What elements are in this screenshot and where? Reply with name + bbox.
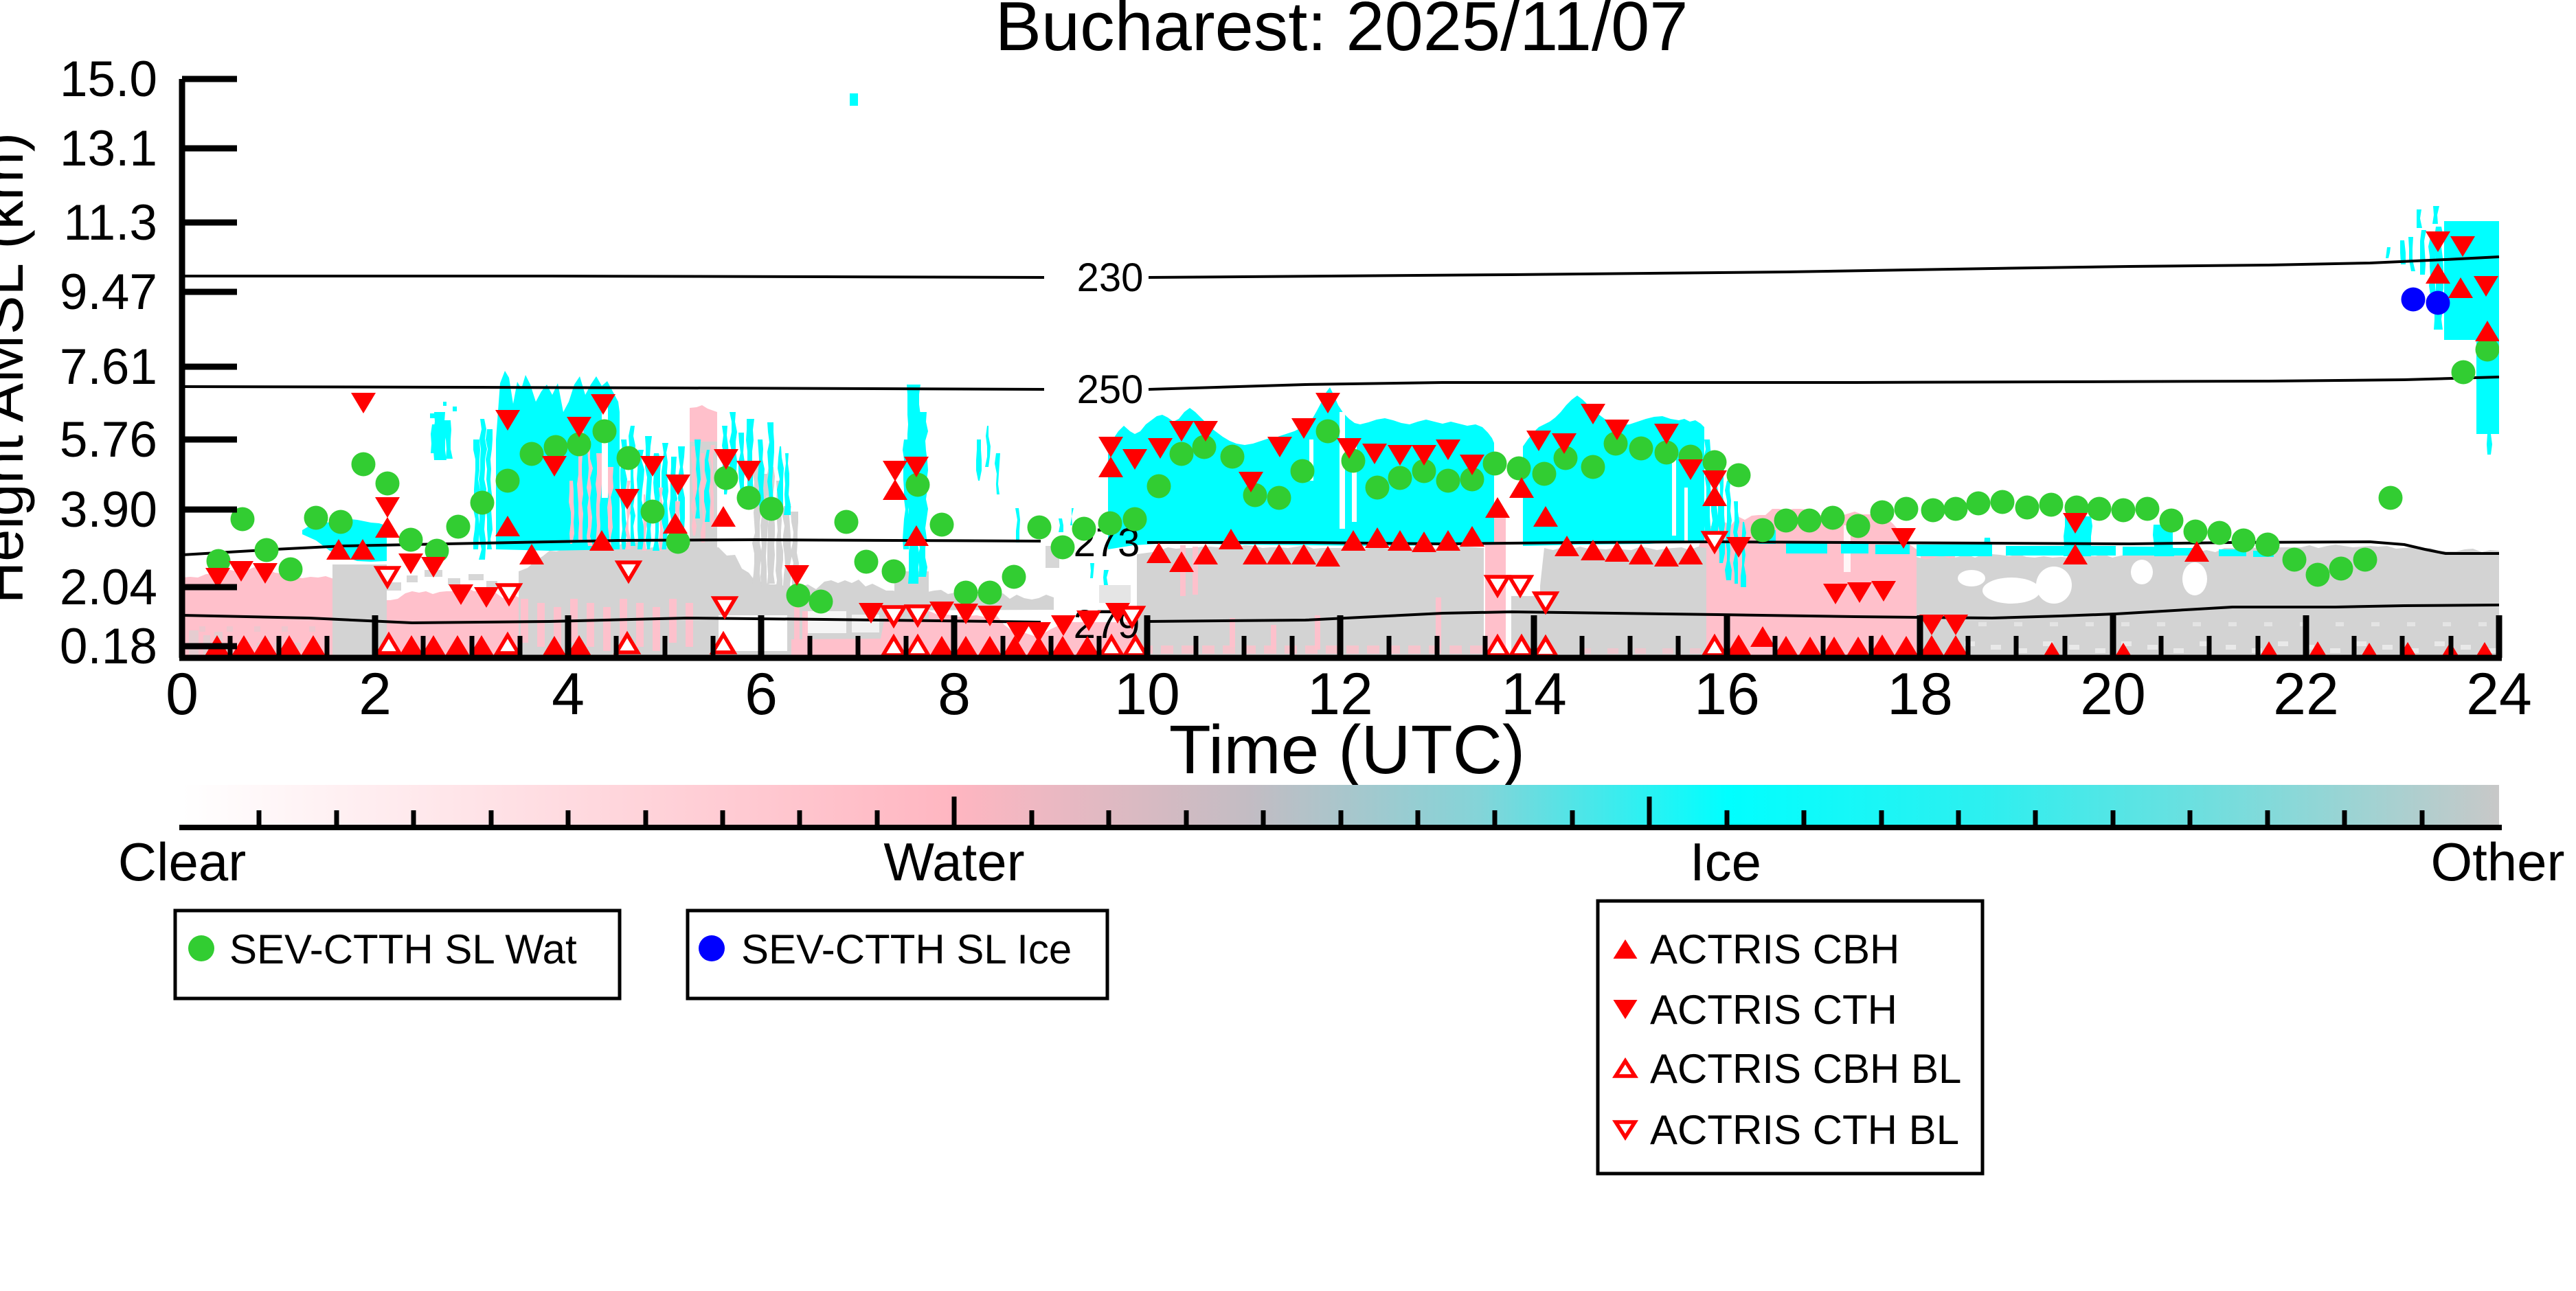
svg-text:14: 14	[1501, 661, 1567, 727]
svg-text:24: 24	[2466, 661, 2532, 727]
svg-text:Time (UTC): Time (UTC)	[1169, 711, 1525, 788]
svg-text:20: 20	[2080, 661, 2146, 727]
svg-text:0: 0	[166, 661, 199, 727]
svg-text:ACTRIS CBH: ACTRIS CBH	[1650, 926, 1899, 972]
svg-text:Ice: Ice	[1690, 832, 1761, 892]
svg-text:3.90: 3.90	[60, 482, 157, 538]
svg-text:ACTRIS CBH BL: ACTRIS CBH BL	[1650, 1046, 1961, 1092]
svg-text:8: 8	[938, 661, 971, 727]
svg-text:18: 18	[1887, 661, 1953, 727]
svg-text:230: 230	[1077, 255, 1144, 300]
svg-text:ACTRIS CTH: ACTRIS CTH	[1650, 987, 1897, 1033]
svg-text:Clear: Clear	[118, 832, 246, 892]
svg-text:6: 6	[745, 661, 778, 727]
svg-text:Other: Other	[2430, 832, 2564, 892]
svg-text:16: 16	[1694, 661, 1760, 727]
svg-text:11.3: 11.3	[63, 195, 157, 251]
svg-text:2: 2	[359, 661, 392, 727]
svg-text:Bucharest: 2025/11/07: Bucharest: 2025/11/07	[995, 0, 1688, 65]
svg-text:9.47: 9.47	[60, 264, 157, 320]
svg-text:12: 12	[1307, 661, 1373, 727]
svg-text:7.61: 7.61	[60, 339, 157, 395]
svg-text:22: 22	[2273, 661, 2339, 727]
svg-text:Water: Water	[883, 832, 1024, 892]
svg-text:SEV-CTTH SL Wat: SEV-CTTH SL Wat	[229, 926, 577, 972]
svg-text:5.76: 5.76	[60, 412, 157, 468]
svg-text:SEV-CTTH SL Ice: SEV-CTTH SL Ice	[741, 926, 1072, 972]
svg-text:13.1: 13.1	[60, 121, 157, 176]
svg-text:0.18: 0.18	[60, 619, 157, 674]
svg-text:ACTRIS CTH BL: ACTRIS CTH BL	[1650, 1107, 1959, 1153]
svg-text:2.04: 2.04	[60, 560, 157, 615]
svg-text:250: 250	[1077, 367, 1144, 412]
svg-text:4: 4	[552, 661, 585, 727]
svg-text:Height AMSL (km): Height AMSL (km)	[0, 133, 36, 604]
svg-text:15.0: 15.0	[60, 52, 157, 107]
svg-text:10: 10	[1114, 661, 1180, 727]
